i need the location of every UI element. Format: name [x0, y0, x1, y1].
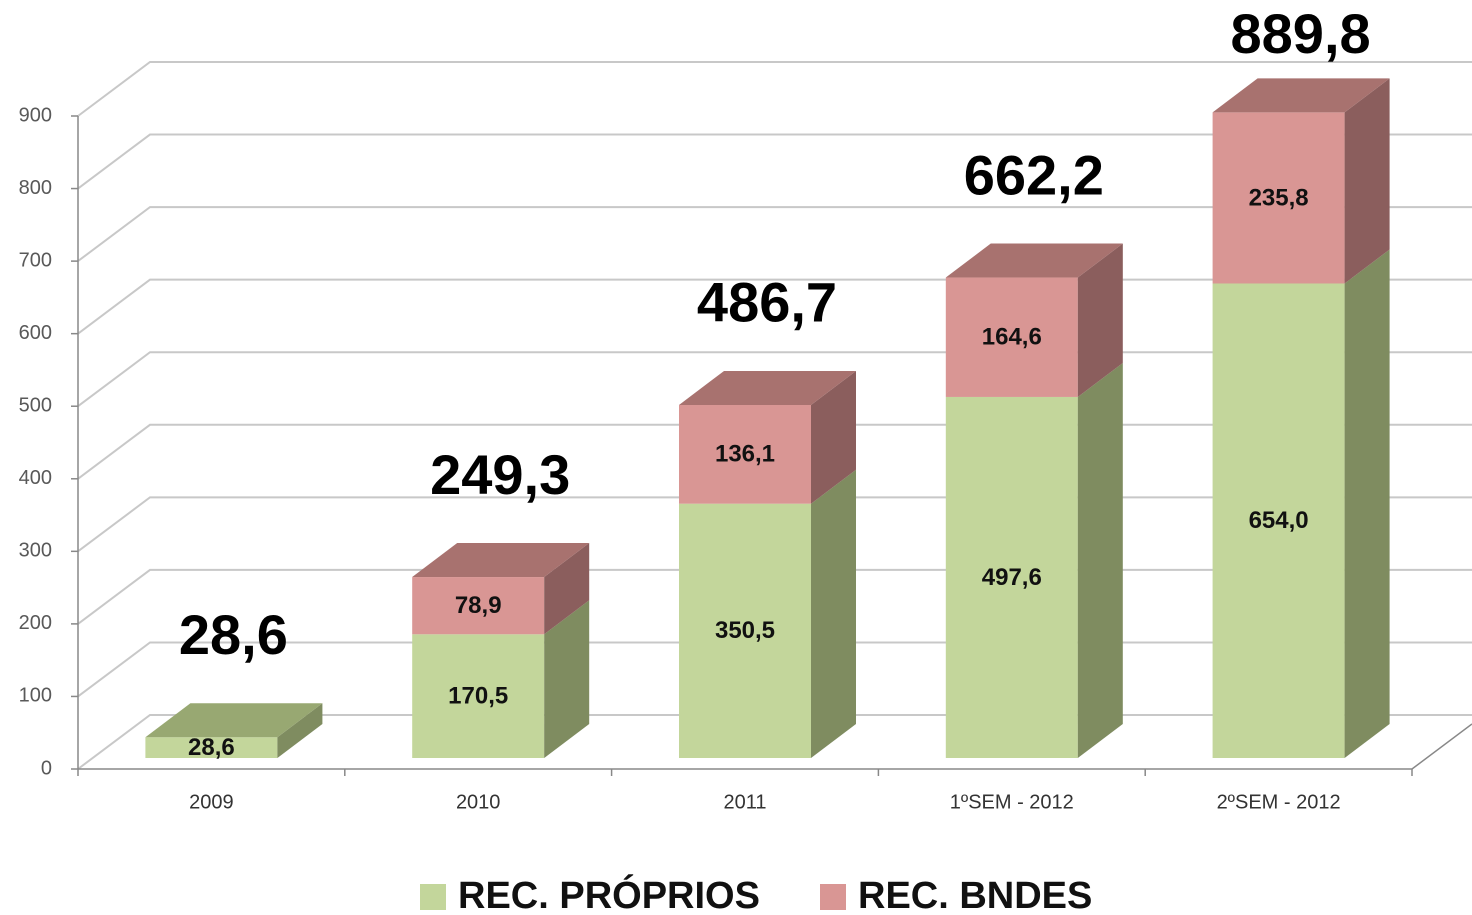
bar-top: [679, 370, 856, 405]
bar-top: [412, 543, 590, 578]
y-tick-label: 500: [19, 395, 52, 417]
value-label: 164,6: [982, 324, 1042, 351]
bar-segment: [145, 737, 278, 758]
bar-segment: [1212, 112, 1345, 284]
y-tick-label: 300: [19, 540, 52, 562]
total-label: 889,8: [1231, 2, 1371, 65]
legend-swatch: [820, 884, 846, 910]
y-tick-label: 800: [19, 177, 52, 199]
bar-side: [811, 370, 856, 504]
value-label: 136,1: [715, 441, 775, 468]
y-tick-label: 900: [19, 104, 52, 126]
x-tick-label: 2010: [456, 791, 501, 813]
legend-label: REC. BNDES: [858, 875, 1092, 915]
bar-side: [1344, 78, 1390, 284]
total-label: 249,3: [430, 443, 570, 506]
grid-line: [77, 206, 1472, 262]
value-label: 78,9: [455, 592, 502, 619]
bar-top: [1212, 78, 1390, 113]
bar-side: [1344, 249, 1390, 758]
value-label: 497,6: [982, 564, 1042, 591]
value-label: 654,0: [1249, 507, 1309, 534]
x-tick-label: 2011: [723, 791, 766, 813]
value-label: 28,6: [188, 734, 235, 761]
grid-line: [77, 133, 1472, 190]
bar-side: [277, 703, 323, 758]
bar-side: [544, 543, 590, 635]
bar-top: [145, 703, 323, 738]
y-tick-label: 400: [19, 467, 52, 489]
bar-side: [1077, 243, 1123, 397]
total-label: 662,2: [964, 143, 1104, 206]
value-label: 170,5: [448, 682, 508, 709]
x-tick-label: 1ºSEM - 2012: [950, 791, 1074, 813]
bar-side: [1077, 362, 1123, 758]
bar-segment: [945, 277, 1078, 397]
bar-segment: [679, 404, 811, 504]
bar-side: [811, 469, 856, 758]
value-label: 235,8: [1249, 184, 1309, 211]
grid-line: [77, 61, 1472, 117]
y-tick-label: 600: [19, 322, 52, 344]
x-tick-label: 2009: [189, 791, 234, 813]
bar-segment: [412, 634, 545, 758]
bar-segment: [945, 396, 1078, 758]
bar-side: [544, 600, 590, 758]
legend-swatch: [420, 884, 446, 910]
total-label: 486,7: [697, 271, 837, 334]
y-tick-label: 100: [19, 685, 52, 707]
total-label: 28,6: [179, 603, 288, 666]
value-label: 350,5: [715, 617, 775, 644]
bar-segment: [1212, 283, 1345, 758]
y-tick-label: 0: [41, 757, 52, 779]
bar-top: [945, 243, 1123, 278]
bar-segment: [679, 503, 811, 758]
legend-label: REC. PRÓPRIOS: [458, 873, 760, 915]
x-tick-label: 2ºSEM - 2012: [1217, 791, 1341, 813]
y-tick-label: 700: [19, 249, 52, 271]
y-tick-label: 200: [19, 612, 52, 634]
bar-segment: [412, 577, 545, 635]
